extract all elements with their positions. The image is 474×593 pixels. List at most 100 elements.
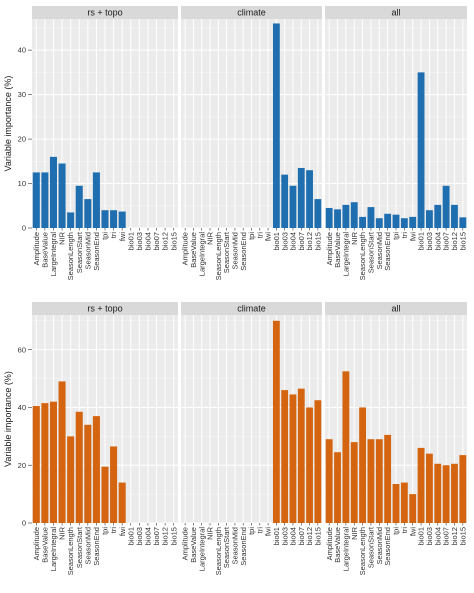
bar-SeasonLength xyxy=(359,216,367,228)
bar-bio03 xyxy=(425,210,433,228)
x-tick-label-bio03: bio03 xyxy=(135,232,144,250)
bar-bio07 xyxy=(442,465,450,523)
x-tick-label-bio04: bio04 xyxy=(144,527,153,545)
x-tick-label-LargeIntegral: LargeIntegral xyxy=(49,527,58,572)
x-tick-label-bio12: bio12 xyxy=(450,232,459,250)
bar-NIR xyxy=(58,381,66,523)
x-tick-label-bio01: bio01 xyxy=(272,232,281,250)
x-tick-label-bio04: bio04 xyxy=(289,232,298,250)
x-tick-label-fwi: fwi xyxy=(264,527,273,537)
facet-strip-label: rs + topo xyxy=(87,304,122,314)
x-tick-label-SeasonLength: SeasonLength xyxy=(214,232,223,280)
bar-tpi xyxy=(392,214,400,228)
x-tick-label-SeasonStart: SeasonStart xyxy=(222,526,231,568)
facet-strip xyxy=(32,6,178,19)
bar-SeasonEnd xyxy=(92,416,100,523)
x-tick-label-tpi: tpi xyxy=(101,527,110,535)
x-tick-label-bio12: bio12 xyxy=(161,232,170,250)
bar-LargeIntegral xyxy=(49,156,57,228)
bar-BaseValue xyxy=(334,452,341,523)
bar-SeasonStart xyxy=(367,439,375,523)
bar-Amplitude xyxy=(325,207,333,228)
x-tick-label-LargeIntegral: LargeIntegral xyxy=(197,527,206,572)
bar-SeasonEnd xyxy=(92,172,100,228)
bar-SeasonStart xyxy=(75,411,83,523)
bar-bio12 xyxy=(451,204,458,228)
bar-SeasonMid xyxy=(375,439,383,523)
x-tick-label-SeasonLength: SeasonLength xyxy=(66,232,75,280)
x-tick-label-NIR: NIR xyxy=(58,231,67,245)
x-tick-label-fwi: fwi xyxy=(264,232,273,242)
x-tick-label-LargeIntegral: LargeIntegral xyxy=(197,232,206,277)
bar-bio03 xyxy=(281,174,289,228)
x-tick-label-tri: tri xyxy=(109,527,118,534)
x-tick-label-SeasonStart: SeasonStart xyxy=(75,231,84,273)
x-tick-label-bio12: bio12 xyxy=(305,232,314,250)
x-tick-label-SeasonStart: SeasonStart xyxy=(222,231,231,273)
x-tick-label-SeasonMid: SeasonMid xyxy=(83,232,92,270)
x-tick-label-Amplitude: Amplitude xyxy=(181,527,190,560)
bar-LargeIntegral xyxy=(342,371,350,523)
bar-bio15 xyxy=(459,455,467,523)
bar-bio04 xyxy=(434,463,442,523)
x-tick-label-bio07: bio07 xyxy=(152,232,161,250)
x-tick-label-SeasonMid: SeasonMid xyxy=(231,232,240,270)
bar-bio03 xyxy=(281,390,289,523)
x-tick-label-SeasonStart: SeasonStart xyxy=(367,526,376,568)
x-tick-label-SeasonEnd: SeasonEnd xyxy=(239,232,248,271)
x-tick-label-Amplitude: Amplitude xyxy=(325,232,334,265)
bar-Amplitude xyxy=(325,439,333,523)
bar-bio07 xyxy=(297,388,305,523)
x-tick-label-tpi: tpi xyxy=(247,232,256,240)
x-tick-label-bio03: bio03 xyxy=(280,232,289,250)
facet-strip-label: all xyxy=(391,304,400,314)
bar-bio12 xyxy=(451,463,458,523)
y-tick-label: 40 xyxy=(18,403,26,412)
bar-tri xyxy=(110,210,118,228)
bar-SeasonLength xyxy=(67,436,75,523)
x-tick-label-bio12: bio12 xyxy=(305,527,314,545)
x-tick-label-SeasonEnd: SeasonEnd xyxy=(92,527,101,566)
x-tick-label-bio15: bio15 xyxy=(458,527,467,545)
x-tick-label-bio03: bio03 xyxy=(135,527,144,545)
y-tick-label: 20 xyxy=(18,135,26,144)
x-tick-label-SeasonEnd: SeasonEnd xyxy=(239,527,248,566)
bar-bio07 xyxy=(442,185,450,228)
y-axis-label-B: Variable importance (%) xyxy=(3,371,13,467)
y-axis-label-A: Variable importance (%) xyxy=(3,76,13,172)
facet-strip-label: rs + topo xyxy=(87,8,122,18)
x-tick-label-bio15: bio15 xyxy=(169,232,178,250)
bar-fwi xyxy=(409,494,417,523)
bar-bio04 xyxy=(434,204,442,228)
x-tick-label-Amplitude: Amplitude xyxy=(32,232,41,265)
x-tick-label-bio12: bio12 xyxy=(161,527,170,545)
facet-strip xyxy=(32,302,178,315)
x-tick-label-SeasonMid: SeasonMid xyxy=(231,527,240,565)
x-tick-label-BaseValue: BaseValue xyxy=(40,232,49,268)
bar-NIR xyxy=(58,163,66,228)
bar-SeasonEnd xyxy=(384,434,392,523)
bar-bio15 xyxy=(314,400,322,523)
x-tick-label-fwi: fwi xyxy=(408,527,417,537)
x-tick-label-bio04: bio04 xyxy=(144,232,153,250)
bar-fwi xyxy=(409,216,417,228)
bar-tri xyxy=(400,482,408,523)
bar-LargeIntegral xyxy=(49,401,57,523)
x-tick-label-NIR: NIR xyxy=(350,526,359,540)
x-tick-label-LargeIntegral: LargeIntegral xyxy=(341,232,350,277)
x-tick-label-bio01: bio01 xyxy=(272,527,281,545)
x-tick-label-bio07: bio07 xyxy=(152,527,161,545)
bar-SeasonStart xyxy=(367,207,375,228)
x-tick-label-bio01: bio01 xyxy=(126,232,135,250)
bar-SeasonStart xyxy=(75,185,83,228)
x-tick-label-tri: tri xyxy=(109,232,118,239)
bar-NIR xyxy=(350,442,358,523)
x-tick-label-SeasonStart: SeasonStart xyxy=(367,231,376,273)
x-tick-label-SeasonMid: SeasonMid xyxy=(83,527,92,565)
bar-BaseValue xyxy=(41,403,49,523)
x-tick-label-LargeIntegral: LargeIntegral xyxy=(341,527,350,572)
x-tick-label-BaseValue: BaseValue xyxy=(333,527,342,563)
bar-SeasonMid xyxy=(84,199,92,228)
facet-strip xyxy=(325,6,467,19)
y-tick-label: 60 xyxy=(18,345,26,354)
